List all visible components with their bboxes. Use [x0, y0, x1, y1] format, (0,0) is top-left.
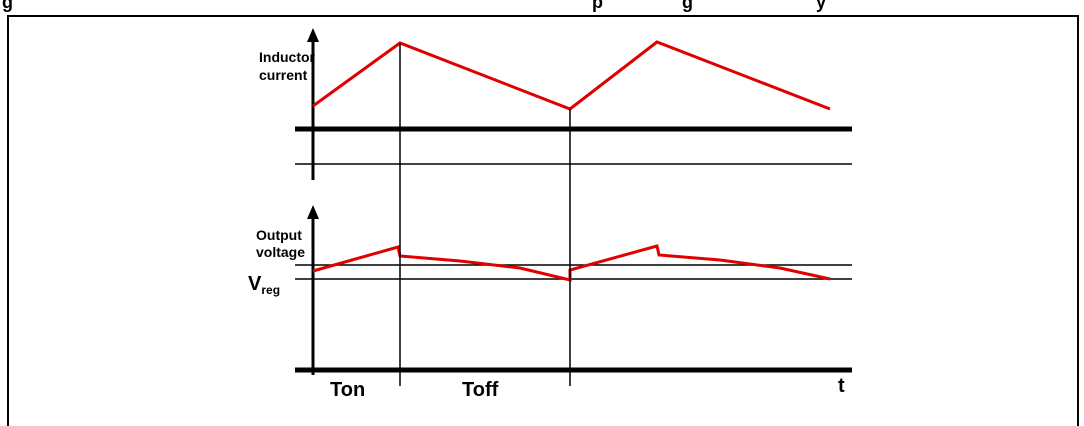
inductor-current-label-line2: current	[259, 67, 308, 83]
vreg-label: Vreg	[248, 273, 280, 297]
interval-label-toff: Toff	[462, 379, 499, 401]
caption-fragment: g	[682, 0, 693, 12]
caption-fragment: p	[592, 0, 603, 12]
plot-inductor-current: Inductor current	[259, 28, 852, 180]
time-axis-label: t	[838, 375, 845, 397]
plot-output-voltage: Output voltage Vreg	[248, 205, 852, 375]
caption-strip: g p g y	[2, 0, 826, 12]
inductor-current-waveform	[312, 40, 831, 111]
inductor-current-label-line1: Inductor	[259, 49, 316, 65]
interval-label-ton: Ton	[330, 379, 365, 401]
caption-fragment: g	[2, 0, 13, 12]
output-voltage-label-line2: voltage	[256, 244, 305, 260]
frame-border	[7, 15, 1079, 426]
caption-fragment: y	[816, 0, 826, 12]
vreg-subscript: reg	[261, 283, 280, 297]
y-axis-top-arrow-icon	[307, 28, 319, 42]
output-voltage-waveform	[312, 244, 831, 282]
output-voltage-label-line1: Output	[256, 227, 302, 243]
y-axis-bottom-arrow-icon	[307, 205, 319, 219]
